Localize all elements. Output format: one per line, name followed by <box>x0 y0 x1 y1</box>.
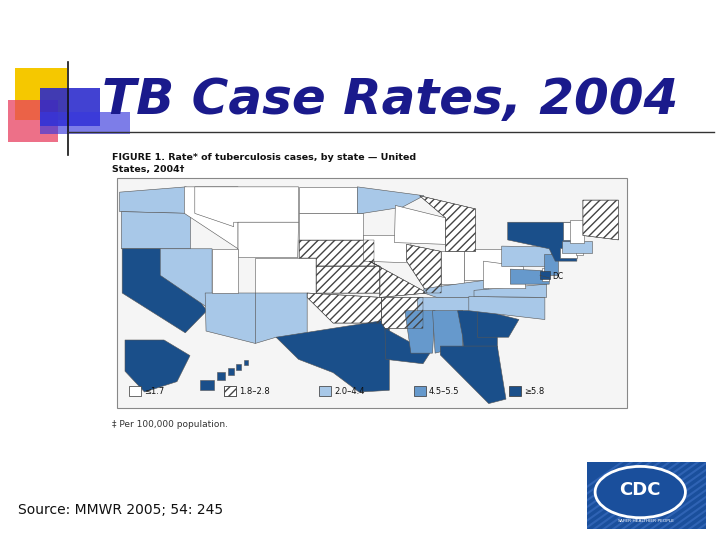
Polygon shape <box>576 249 583 255</box>
Polygon shape <box>583 200 618 240</box>
Bar <box>540 271 550 279</box>
Polygon shape <box>510 269 549 284</box>
Polygon shape <box>562 241 593 253</box>
Polygon shape <box>195 187 299 227</box>
Bar <box>117 178 627 408</box>
Text: DC: DC <box>552 272 563 281</box>
Bar <box>8 100 58 142</box>
Polygon shape <box>161 249 212 310</box>
Polygon shape <box>570 220 584 242</box>
Polygon shape <box>200 380 214 390</box>
Polygon shape <box>276 320 390 392</box>
Polygon shape <box>477 309 519 338</box>
Polygon shape <box>125 340 190 392</box>
Polygon shape <box>474 284 546 298</box>
Polygon shape <box>382 298 423 328</box>
Polygon shape <box>464 249 502 280</box>
Polygon shape <box>238 222 299 258</box>
Text: TB Case Rates, 2004: TB Case Rates, 2004 <box>102 76 678 124</box>
Bar <box>15 68 67 120</box>
Polygon shape <box>405 310 435 353</box>
Bar <box>40 112 130 134</box>
Polygon shape <box>357 187 424 213</box>
Text: ≤1.7: ≤1.7 <box>144 387 164 395</box>
Polygon shape <box>256 293 307 343</box>
Polygon shape <box>508 222 577 261</box>
Text: CDC: CDC <box>619 481 661 499</box>
Polygon shape <box>235 364 241 370</box>
Polygon shape <box>441 252 464 284</box>
Bar <box>129 386 141 396</box>
Polygon shape <box>122 249 207 333</box>
Polygon shape <box>120 187 186 213</box>
Polygon shape <box>256 258 316 293</box>
Bar <box>414 386 426 396</box>
Bar <box>224 386 236 396</box>
Polygon shape <box>299 240 374 266</box>
Polygon shape <box>502 246 552 266</box>
Polygon shape <box>307 293 382 323</box>
Polygon shape <box>544 254 558 275</box>
Polygon shape <box>364 235 411 263</box>
Polygon shape <box>458 310 498 352</box>
Text: 2.0–4.4: 2.0–4.4 <box>334 387 364 395</box>
Polygon shape <box>484 261 526 288</box>
Polygon shape <box>417 298 492 310</box>
Polygon shape <box>184 187 238 249</box>
Text: SAFER·HEALTHIER·PEOPLE: SAFER·HEALTHIER·PEOPLE <box>618 519 675 523</box>
Bar <box>509 386 521 396</box>
Polygon shape <box>560 248 577 258</box>
Polygon shape <box>420 195 476 252</box>
Polygon shape <box>385 328 430 364</box>
Polygon shape <box>469 296 545 320</box>
Polygon shape <box>395 205 446 244</box>
Text: Source: MMWR 2005; 54: 245: Source: MMWR 2005; 54: 245 <box>18 503 223 517</box>
Polygon shape <box>212 249 238 293</box>
Text: States, 2004†: States, 2004† <box>112 165 184 174</box>
Polygon shape <box>299 213 364 240</box>
Text: ‡ Per 100,000 population.: ‡ Per 100,000 population. <box>112 420 228 429</box>
Polygon shape <box>205 293 256 343</box>
Polygon shape <box>122 212 191 249</box>
Polygon shape <box>441 346 506 403</box>
Bar <box>224 386 236 396</box>
Text: ≥5.8: ≥5.8 <box>524 387 544 395</box>
Circle shape <box>595 467 685 518</box>
Polygon shape <box>316 266 379 293</box>
Polygon shape <box>228 368 234 375</box>
Polygon shape <box>433 310 463 353</box>
Polygon shape <box>244 360 248 365</box>
Bar <box>40 88 100 126</box>
Polygon shape <box>217 372 225 380</box>
Polygon shape <box>369 261 428 298</box>
Polygon shape <box>299 187 357 213</box>
Text: FIGURE 1. Rate* of tuberculosis cases, by state — United: FIGURE 1. Rate* of tuberculosis cases, b… <box>112 153 416 162</box>
Bar <box>319 386 331 396</box>
Text: 4.5–5.5: 4.5–5.5 <box>429 387 459 395</box>
Polygon shape <box>407 244 441 293</box>
Text: 1.8–2.8: 1.8–2.8 <box>239 387 270 395</box>
Polygon shape <box>424 280 489 298</box>
Polygon shape <box>563 222 580 240</box>
Polygon shape <box>542 268 549 281</box>
